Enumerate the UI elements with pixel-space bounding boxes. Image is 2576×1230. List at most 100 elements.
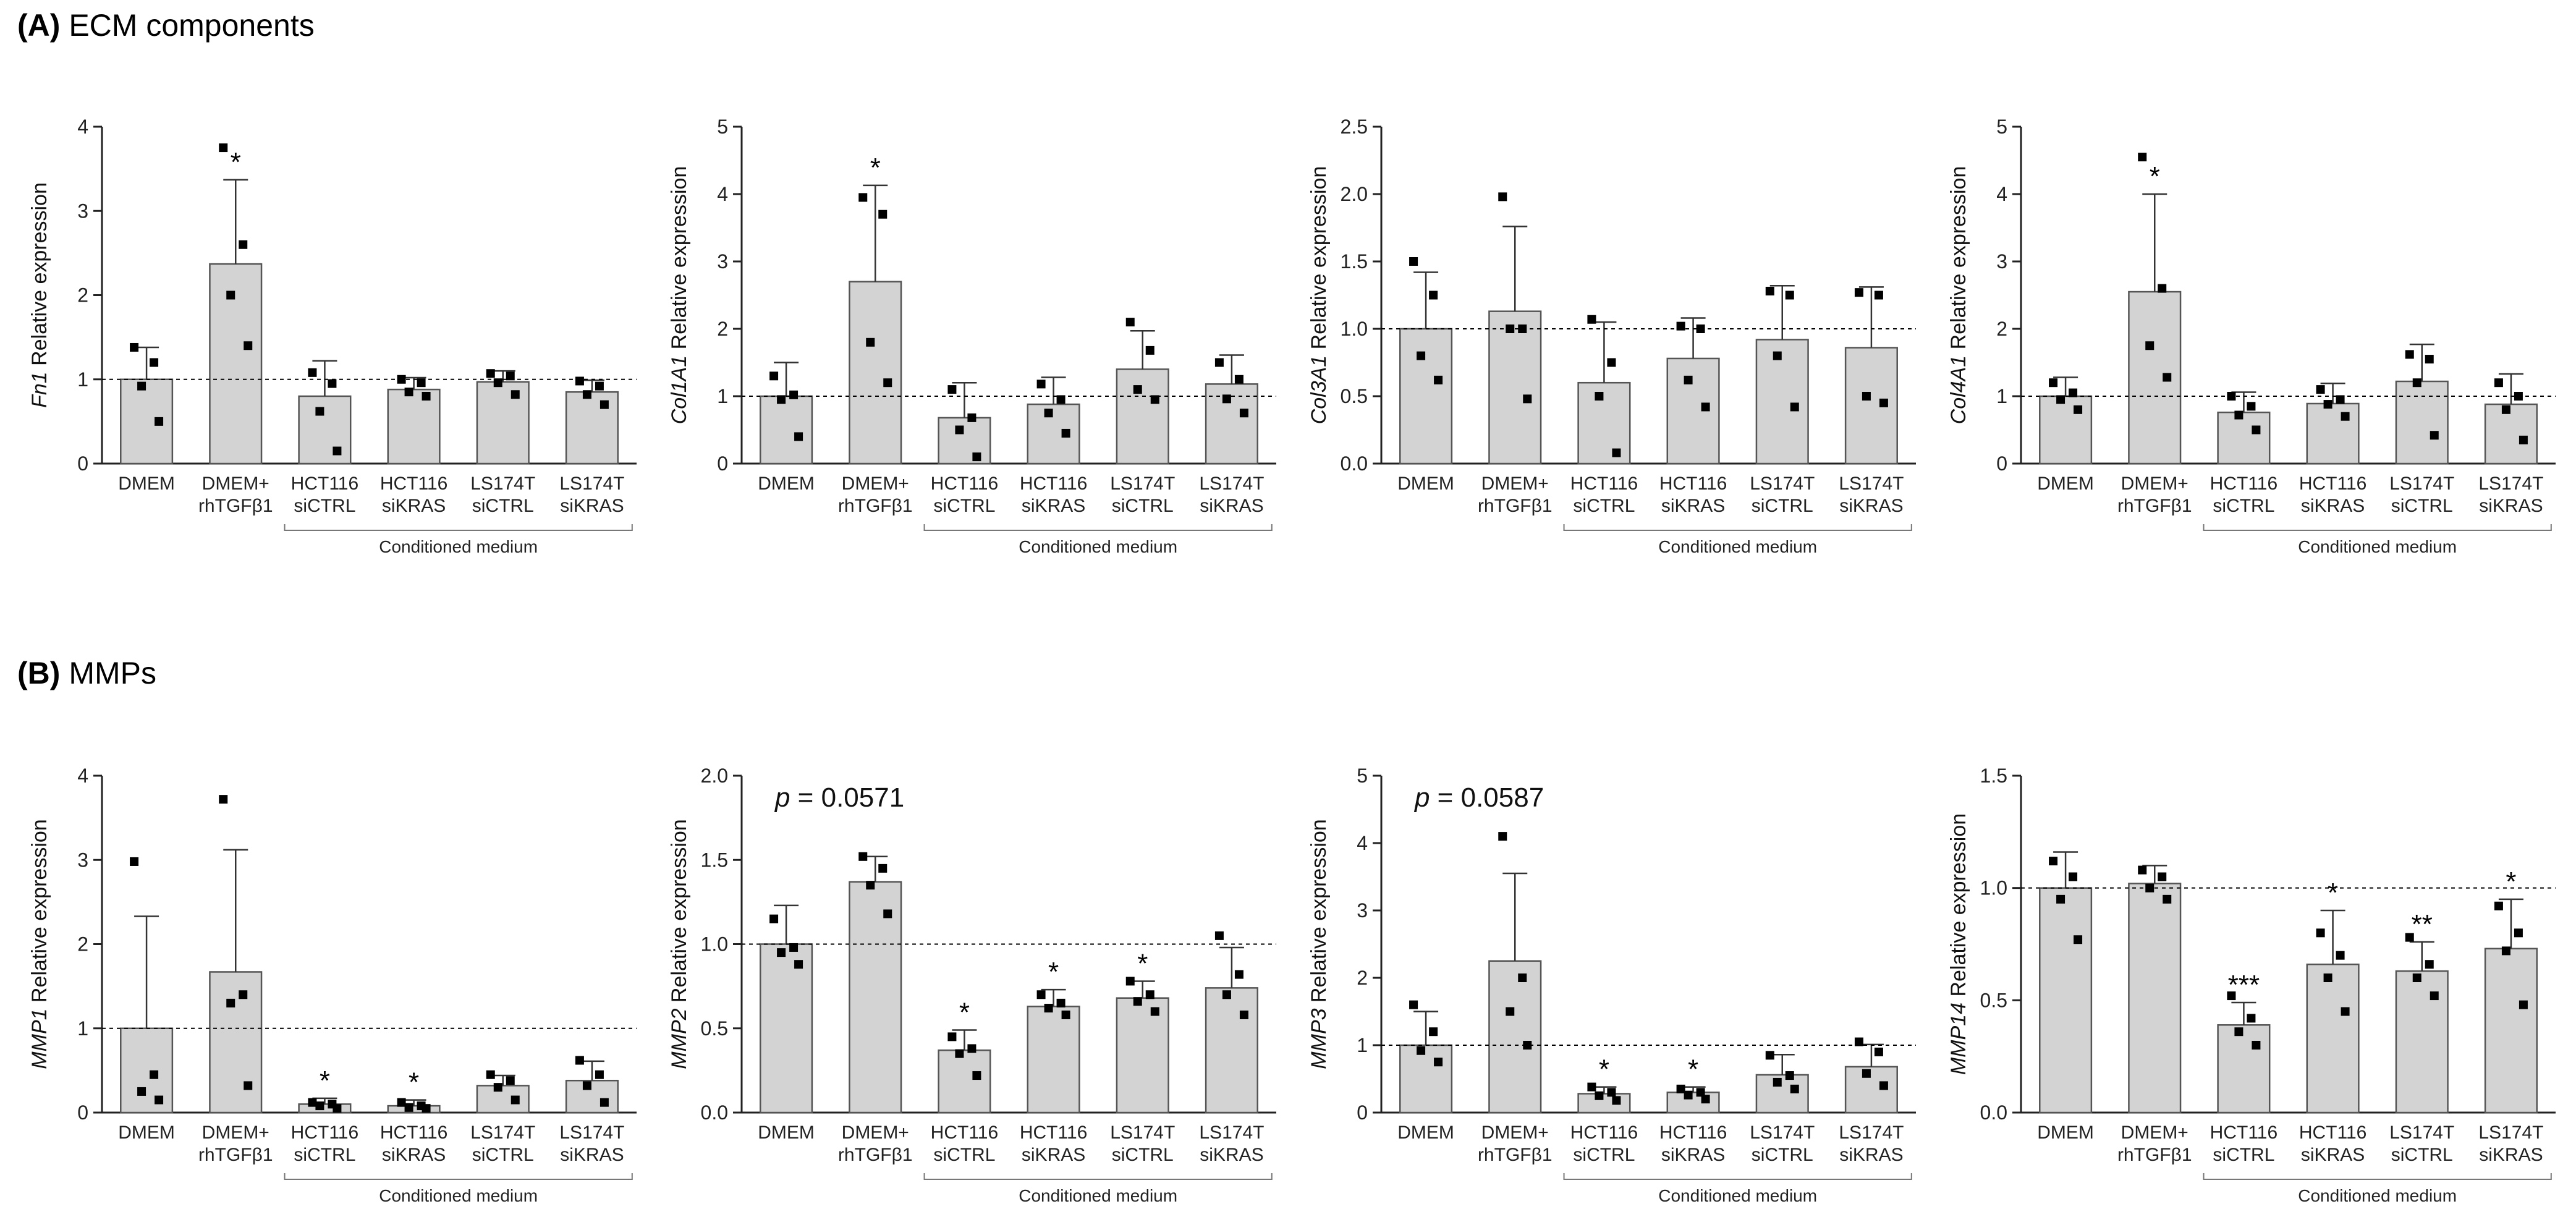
- data-point: [858, 193, 868, 202]
- data-point: [1036, 380, 1046, 389]
- bar: [1027, 1006, 1080, 1114]
- data-point: [315, 407, 324, 416]
- data-point: [1587, 1082, 1596, 1092]
- data-point: [511, 1095, 520, 1105]
- chart-panel: 0.0 0.5 1.0 1.5 2.0 2.5 Col3A1 Relative expres…: [1295, 93, 1925, 581]
- data-point: [2412, 973, 2421, 982]
- bar: [298, 395, 352, 465]
- data-point: [1234, 970, 1244, 979]
- data-point: [595, 381, 604, 391]
- data-point: [404, 388, 413, 397]
- data-point: [1044, 1004, 1053, 1013]
- data-point: [1429, 291, 1438, 300]
- x-tick-label: HCT116: [1659, 1122, 1727, 1143]
- data-point: [1790, 402, 1799, 412]
- y-axis-label: MMP2 Relative expression: [667, 819, 691, 1069]
- significance-marker: *: [2150, 161, 2160, 192]
- bar: [2395, 970, 2449, 1114]
- x-tick-label: siKRAS: [1200, 1145, 1263, 1165]
- x-tick-label: siCTRL: [294, 496, 355, 516]
- bar: [476, 381, 530, 465]
- data-point: [130, 857, 139, 866]
- data-point: [239, 990, 248, 999]
- data-point: [866, 881, 875, 890]
- data-point: [244, 1081, 253, 1090]
- x-tick-label: LS174T: [1110, 473, 1175, 494]
- section-b-letter: (B): [17, 656, 61, 690]
- y-axis-label-gene: MMP2: [667, 1008, 691, 1069]
- bar-chart: 0.0 0.5 1.0 1.5 2.0 2.5 Col3A1 Relative expres…: [1307, 116, 1916, 556]
- bar: [1027, 403, 1080, 465]
- data-point: [866, 337, 875, 347]
- data-point: [1773, 351, 1782, 360]
- data-point: [955, 425, 964, 435]
- x-tick-label: DMEM+: [202, 1122, 269, 1143]
- chart-panel: 0 1 2 3 4 5 Col1A1 Relative expression * DMEM DME…: [655, 93, 1286, 581]
- data-point: [1036, 990, 1046, 999]
- data-point: [2405, 350, 2414, 359]
- x-tick-label: siCTRL: [2213, 496, 2274, 516]
- x-tick-label: rhTGFβ1: [198, 1145, 273, 1165]
- bar-chart: 0 1 2 3 4 Fn1 Relative expression * DMEM DMEM+rh…: [28, 116, 637, 556]
- x-tick-label: siCTRL: [1752, 496, 1813, 516]
- bar-chart: 0 1 2 3 4 5 MMP3 Relative expression * * DMEM DMEM…: [1307, 765, 1916, 1205]
- y-tick-label: 0: [77, 452, 88, 475]
- bar: [760, 395, 813, 465]
- bar-chart: 0 1 2 3 4 5 Col1A1 Relative expression * DMEM DME…: [667, 116, 1276, 556]
- x-tick-label: LS174T: [2389, 1122, 2454, 1143]
- y-tick-label: 2: [77, 933, 88, 956]
- bar: [209, 971, 263, 1114]
- x-tick-label: siKRAS: [1839, 496, 1903, 516]
- data-point: [1854, 288, 1863, 297]
- data-point: [1434, 1058, 1443, 1067]
- bar: [938, 1049, 991, 1114]
- data-point: [130, 342, 139, 352]
- data-point: [1417, 351, 1426, 360]
- bar: [1577, 1093, 1631, 1114]
- y-axis-label-text: Relative expression: [1947, 813, 1970, 1003]
- x-tick-label: DMEM+: [1481, 473, 1549, 494]
- x-tick-label: siKRAS: [1022, 496, 1085, 516]
- data-point: [1061, 428, 1070, 438]
- x-tick-label: DMEM: [118, 473, 175, 494]
- bar: [1116, 368, 1169, 465]
- data-point: [1607, 358, 1616, 367]
- y-tick-label: 1.5: [1980, 765, 2007, 787]
- x-tick-label: rhTGFβ1: [2117, 1145, 2192, 1165]
- group-label: Conditioned medium: [1658, 537, 1817, 556]
- data-point: [1765, 286, 1774, 295]
- data-point: [2158, 284, 2167, 293]
- group-bracket: [923, 524, 1273, 531]
- y-tick-label: 1.0: [701, 933, 728, 956]
- x-tick-label: LS174T: [2478, 473, 2543, 494]
- data-point: [1498, 832, 1507, 841]
- x-tick-label: DMEM+: [202, 473, 269, 494]
- group-label: Conditioned medium: [1658, 1186, 1817, 1205]
- data-point: [2163, 894, 2172, 904]
- data-point: [1409, 257, 1418, 266]
- y-tick-label: 2: [1357, 967, 1368, 989]
- y-axis-label: MMP14 Relative expression: [1947, 813, 1970, 1075]
- x-tick-label: siKRAS: [382, 496, 446, 516]
- data-point: [972, 1071, 981, 1080]
- x-tick-label: LS174T: [470, 473, 535, 494]
- x-tick-label: siKRAS: [560, 496, 624, 516]
- data-point: [769, 914, 779, 923]
- x-tick-label: siCTRL: [472, 1145, 534, 1165]
- y-tick-label: 3: [77, 849, 88, 871]
- significance-marker: *: [1137, 948, 1148, 978]
- x-tick-label: HCT116: [291, 473, 358, 494]
- y-tick-label: 1: [717, 385, 728, 407]
- y-axis-label-gene: Fn1: [28, 371, 51, 408]
- bar: [849, 881, 902, 1114]
- data-point: [1056, 395, 1066, 404]
- data-point: [575, 376, 584, 386]
- data-point: [595, 1070, 604, 1079]
- data-point: [2138, 865, 2147, 875]
- x-tick-label: LS174T: [1750, 1122, 1815, 1143]
- y-tick-label: 0.0: [701, 1101, 728, 1124]
- x-tick-label: LS174T: [2478, 1122, 2543, 1143]
- y-axis-label-gene: MMP14: [1947, 1003, 1970, 1075]
- data-point: [1222, 990, 1231, 999]
